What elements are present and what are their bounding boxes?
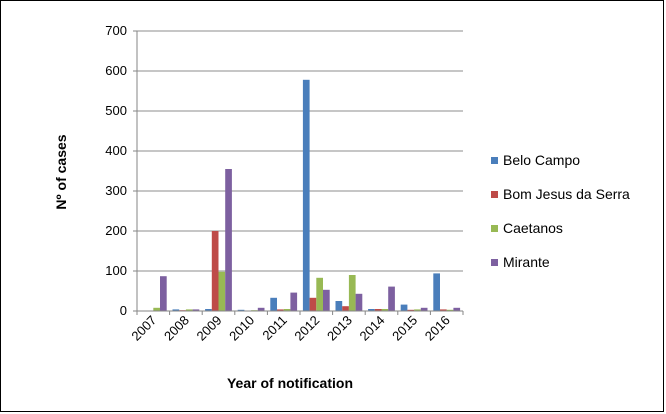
bar-caetanos-2016: [446, 309, 454, 311]
x-tick-labels: 2007 2008 2009 2010 2011 2012 2013 2014 2015 2016: [128, 313, 452, 344]
legend-label: Mirante: [503, 254, 550, 270]
y-tick-labels: 0 100 200 300 400 500 600 700: [105, 23, 127, 318]
bar-mirante-2016: [453, 307, 461, 311]
x-tick-label: 2010: [226, 313, 257, 344]
bar-mirante-2010: [257, 307, 265, 311]
y-tick-label: 200: [105, 223, 127, 238]
bar-caetanos-2013: [348, 275, 356, 311]
y-tick-label: 700: [105, 23, 127, 38]
bar-belo-campo-2009: [205, 309, 212, 311]
y-axis-title: Nº of cases: [53, 134, 69, 209]
gridlines: [137, 30, 463, 272]
bar-bom-jesus-da-serra-2015: [407, 309, 415, 311]
bar-belo-campo-2010: [237, 309, 245, 311]
bar-belo-campo-2015: [400, 304, 408, 311]
bar-bom-jesus-da-serra-2011: [277, 309, 284, 311]
bar-mirante-2012: [323, 289, 330, 311]
bar-belo-campo-2008: [172, 309, 180, 311]
bar-bom-jesus-da-serra-2014: [374, 309, 382, 311]
bar-mirante-2014: [388, 286, 395, 311]
legend-swatch-bom-jesus-da-serra: [491, 191, 498, 198]
x-tick-label: 2013: [324, 313, 355, 344]
bar-mirante-2007: [160, 276, 167, 311]
bar-belo-campo-2016: [433, 273, 440, 311]
x-tick-label: 2012: [291, 313, 322, 344]
x-tick-label: 2007: [128, 313, 159, 344]
bar-mirante-2009: [225, 169, 232, 311]
bar-mirante-2008: [192, 309, 200, 311]
bar-caetanos-2007: [153, 307, 160, 311]
y-tick-label: 100: [105, 263, 127, 278]
legend-label: Caetanos: [503, 220, 563, 236]
y-tick-label: 0: [120, 303, 127, 318]
bar-caetanos-2009: [218, 271, 226, 311]
x-axis-title: Year of notification: [227, 375, 353, 391]
x-tick-label: 2009: [194, 313, 225, 344]
bar-caetanos-2011: [283, 309, 291, 311]
y-tick-label: 300: [105, 183, 127, 198]
legend: Belo Campo Bom Jesus da Serra Caetanos Mira…: [491, 152, 630, 270]
bar-caetanos-2012: [316, 277, 323, 311]
bar-mirante-2011: [290, 292, 298, 311]
y-tick-label: 500: [105, 103, 127, 118]
bar-caetanos-2015: [414, 309, 421, 311]
bar-bom-jesus-da-serra-2013: [342, 306, 349, 311]
legend-swatch-caetanos: [491, 225, 498, 232]
y-tick-label: 400: [105, 143, 127, 158]
bar-belo-campo-2014: [368, 309, 375, 311]
bar-belo-campo-2012: [302, 79, 310, 311]
bar-bom-jesus-da-serra-2016: [440, 309, 447, 311]
bar-mirante-2013: [355, 293, 363, 311]
x-tick-label: 2008: [161, 313, 192, 344]
legend-swatch-mirante: [491, 259, 498, 266]
x-tick-label: 2015: [389, 313, 420, 344]
x-tick-label: 2011: [259, 313, 289, 343]
bar-bom-jesus-da-serra-2009: [211, 231, 219, 311]
bar-caetanos-2008: [185, 309, 193, 311]
axes: [133, 30, 464, 315]
legend-label: Bom Jesus da Serra: [503, 186, 630, 202]
x-tick-label: 2014: [357, 313, 388, 344]
bar-belo-campo-2013: [335, 301, 343, 311]
legend-swatch-belo-campo: [491, 157, 498, 164]
bar-mirante-2015: [420, 307, 428, 311]
legend-label: Belo Campo: [503, 152, 580, 168]
y-tick-label: 600: [105, 63, 127, 78]
bar-caetanos-2014: [381, 309, 389, 311]
x-tick-label: 2016: [422, 313, 453, 344]
bars: [139, 79, 461, 311]
bar-bom-jesus-da-serra-2012: [309, 297, 317, 311]
bar-belo-campo-2011: [270, 297, 277, 311]
